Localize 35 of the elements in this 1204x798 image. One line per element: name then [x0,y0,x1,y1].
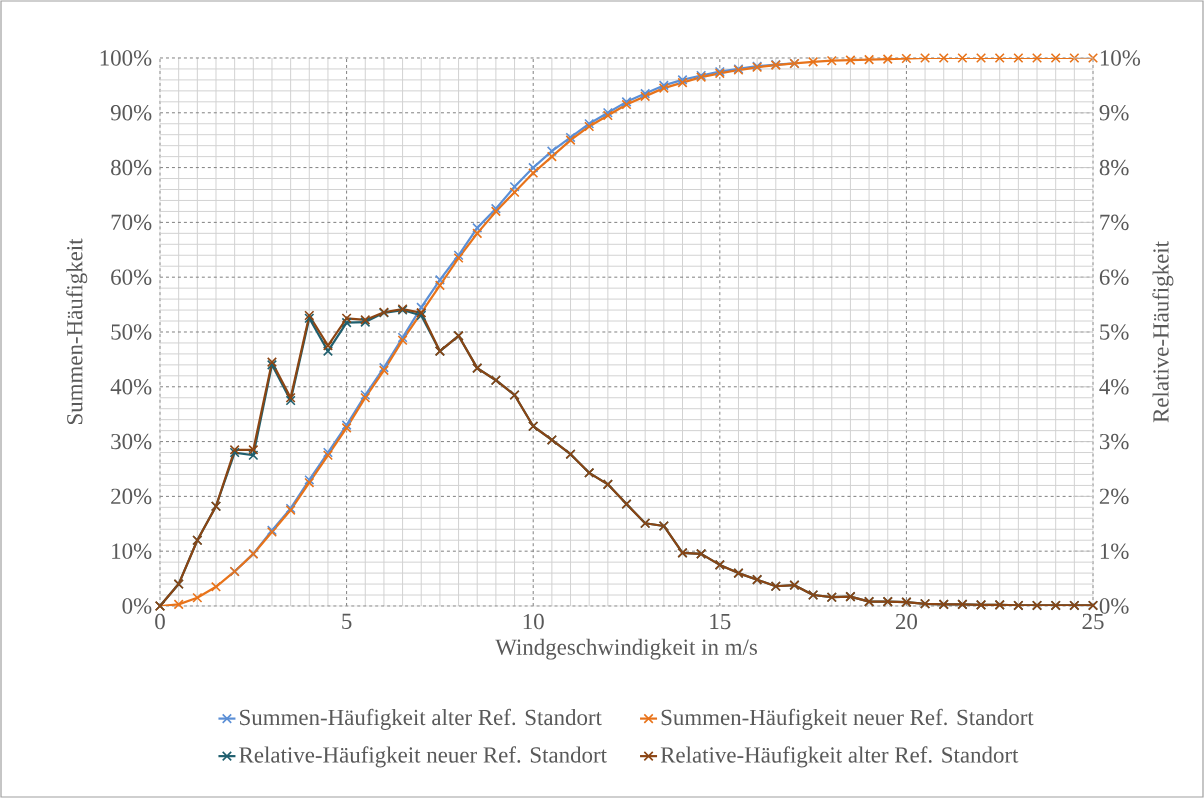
y2-tick-label: 0% [1099,598,1129,614]
y2-tick-label: 5% [1100,324,1129,340]
y-tick-label: 100% [100,50,152,66]
x-tick-label: 20 [895,613,918,630]
y2-tick-label: 3% [1099,433,1129,450]
y-tick-label: 70% [111,214,152,231]
y-tick-label: 80% [111,159,152,176]
y2-tick-label: 1% [1100,543,1129,559]
legend-label: Relative-Häufigkeit alter Ref. Standort [660,746,1019,768]
y-tick-label: 30% [111,433,152,450]
legend-label: Summen-Häufigkeit neuer Ref. Standort [661,708,1034,730]
y2-tick-label: 7% [1100,214,1129,231]
y-tick-label: 60% [111,269,152,285]
x-tick-label: 5 [342,613,352,630]
x-tick-label: 10 [523,613,544,630]
y-tick-label: 50% [111,324,152,340]
y2-tick-label: 4% [1099,379,1129,395]
y-tick-label: 10% [112,543,152,559]
x-tick-label: 25 [1082,613,1104,630]
y2-tick-label: 6% [1099,269,1129,285]
x-tick-label: 0 [155,613,165,630]
legend-label: Summen-Häufigkeit alter Ref. Standort [240,708,602,730]
legend-label: Relative-Häufigkeit neuer Ref. Standort [239,746,607,768]
y2-tick-label: 8% [1099,159,1129,176]
x-tick-label: 15 [710,613,731,630]
y-tick-label: 0% [122,598,152,614]
y2-tick-label: 9% [1099,105,1129,121]
y2-axis-title: Relative-Häufigkeit [1152,241,1174,423]
y2-tick-label: 2% [1099,488,1129,505]
y-tick-label: 40% [110,379,152,395]
y-tick-label: 90% [110,105,152,121]
y-tick-label: 20% [111,488,152,505]
x-axis-title: Windgeschwindigkeit in m/s [495,638,757,660]
y2-tick-label: 10% [1100,50,1141,66]
y-axis-title: Summen-Häufigkeit [66,238,88,424]
